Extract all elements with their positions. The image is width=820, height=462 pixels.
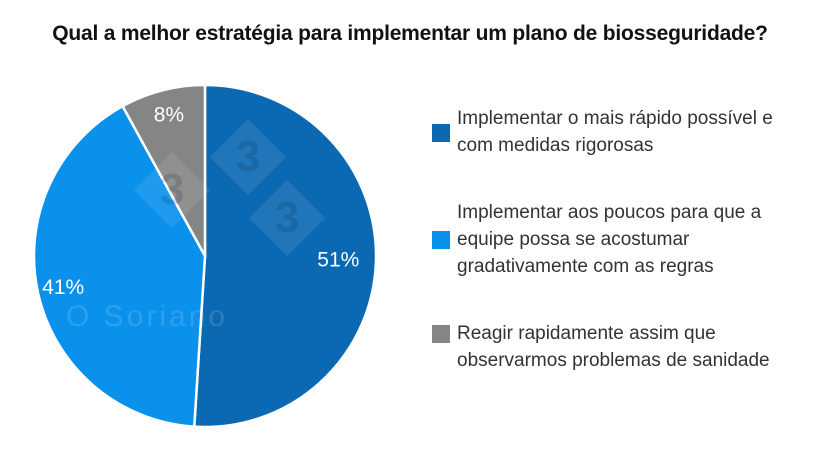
legend-label: Implementar aos poucos para que a equipe… — [457, 201, 762, 277]
legend-item: Implementar o mais rápido possível e com… — [432, 106, 777, 160]
legend-label: Reagir rapidamente assim que observarmos… — [457, 322, 770, 371]
legend-item: Reagir rapidamente assim que observarmos… — [432, 321, 777, 375]
pie-slice-label: 41% — [42, 276, 84, 299]
pie-slice — [32, 104, 207, 428]
chart-title: Qual a melhor estratégia para implementa… — [52, 22, 768, 45]
pie-slice-label: 51% — [317, 249, 359, 272]
pie-slice — [121, 83, 207, 258]
legend-item: Implementar aos poucos para que a equipe… — [432, 200, 777, 281]
legend-swatch-light-blue — [432, 231, 450, 250]
pie-slice-label: 8% — [154, 104, 184, 127]
legend-label: Implementar o mais rápido possível e com… — [457, 108, 773, 156]
pie-slice — [193, 83, 378, 429]
legend-swatch-dark-blue — [432, 123, 450, 142]
legend-swatch-gray — [432, 324, 450, 343]
legend: Implementar o mais rápido possível e com… — [432, 106, 777, 375]
